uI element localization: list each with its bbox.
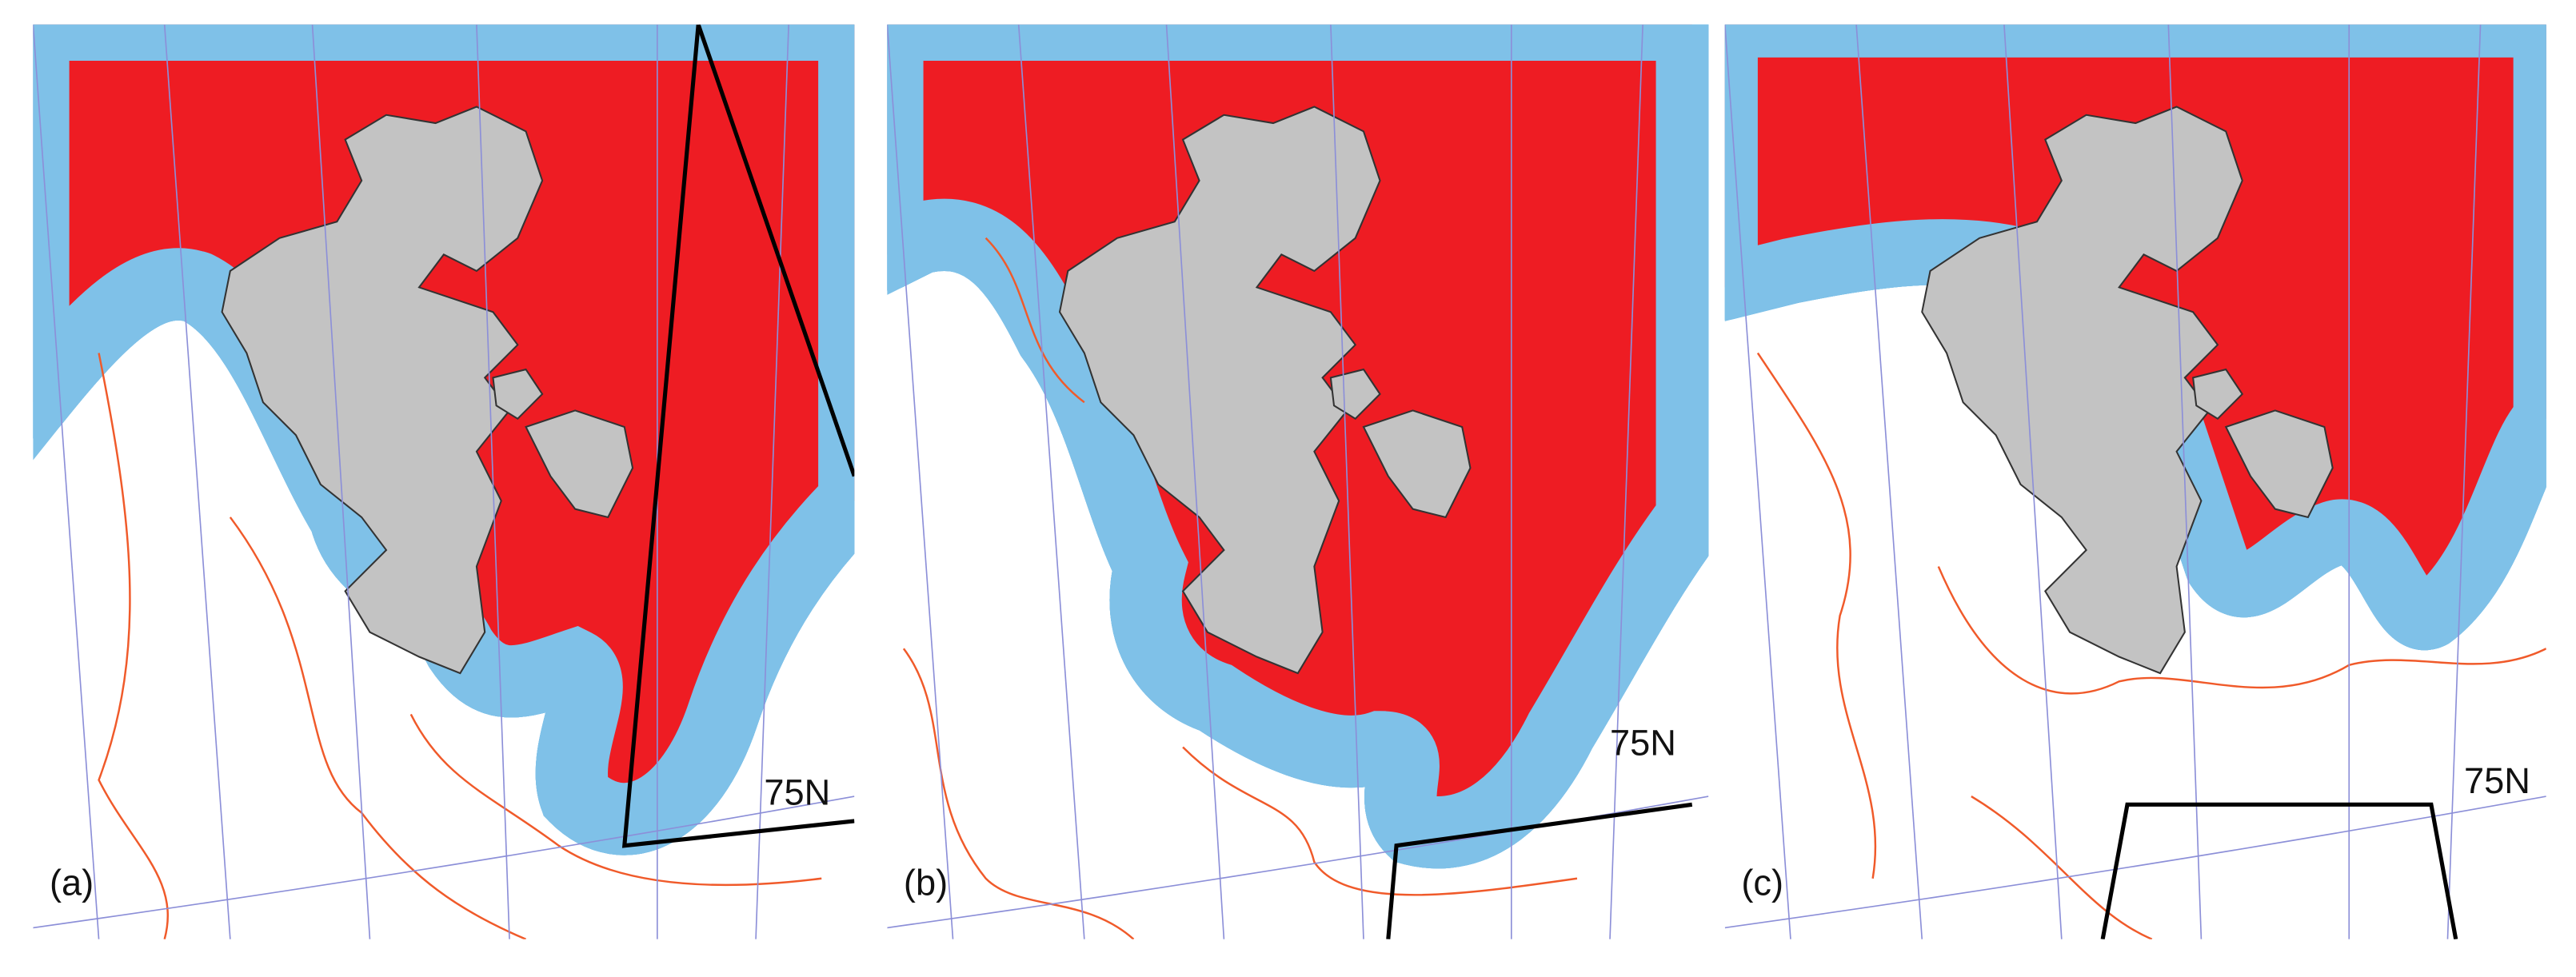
meridian [163,24,231,939]
latitude-label: 75N [764,772,830,812]
meridian [1855,24,1923,939]
parallel [33,796,855,929]
graticule [887,24,1709,939]
meridian [1724,24,1791,939]
meridian [476,24,510,939]
latitude-label: 75N [2464,760,2530,801]
meridian [1330,24,1364,939]
meridian [755,24,789,939]
panel-a: 75N (a) [33,24,855,939]
meridian [1165,24,1225,939]
meridian [1017,24,1085,939]
meridian [2003,24,2063,939]
meridian [311,24,371,939]
panel-label: (b) [904,862,948,903]
meridian [2446,24,2482,939]
panel-label: (c) [1741,862,1783,903]
meridian [33,24,100,939]
panel-label: (a) [50,862,94,903]
meridian [1609,24,1643,939]
graticule [33,24,855,939]
latitude-label: 75N [1610,723,1676,764]
graticule [1724,24,2546,939]
panel-b: 75N (b) [887,24,1709,939]
meridian [2167,24,2203,939]
parallel [1724,796,2546,929]
meridian [887,24,954,939]
panel-c: 75N (c) [1724,24,2546,939]
